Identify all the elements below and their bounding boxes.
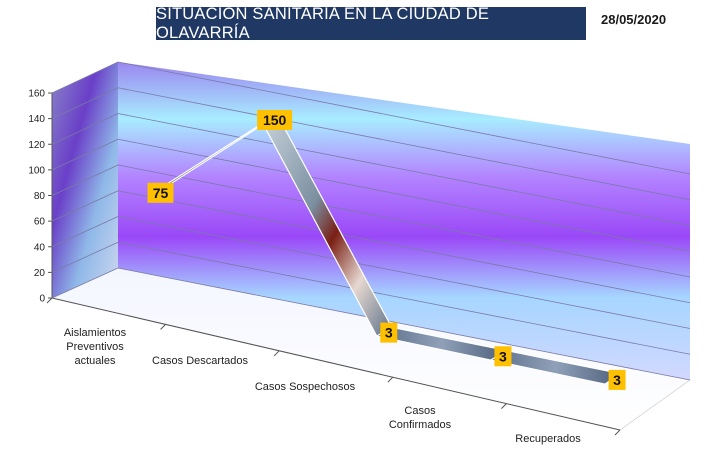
x-axis-ticks [46,297,621,436]
category-label: Aislamientos Preventivos actuales [64,327,127,367]
x-axis-line [51,297,621,431]
gridline [117,267,691,381]
x-tick-mark [614,429,621,436]
y-tick-label: 120 [28,140,45,151]
data-labels: 75 150 3 3 3 [147,109,626,390]
gridline-side [51,138,119,171]
data-label: 3 [385,325,393,341]
data-label-box [257,109,293,130]
series-ribbon [148,114,621,385]
category-label: Casos Confirmados [389,405,452,431]
y-axis-ticks: 0 20 40 60 80 100 120 140 160 [28,89,52,305]
category-label: Casos Sospechosos [255,381,356,393]
report-date: 28/05/2020 [601,12,667,27]
data-label: 3 [613,372,621,388]
x-tick-mark [46,297,53,304]
x-tick-mark [160,324,166,330]
y-tick-label: 80 [34,191,46,202]
y-tick-label: 160 [28,89,45,100]
gridline-side [51,61,119,94]
gridline-side [51,190,119,222]
gridline [117,113,691,226]
data-label-box [380,322,398,343]
category-labels: Aislamientos Preventivos actuales Casos Des… [64,327,581,445]
category-label: Recuperados [515,433,581,445]
gridline [117,241,691,355]
y-tick-label: 0 [39,294,45,305]
gridline-side [51,241,119,273]
gridline-side [51,216,119,248]
y-tick-label: 100 [28,165,45,176]
category-label: Casos Descartados [152,355,248,367]
chart-title: SITUACIÓN SANITARIA EN LA CIUDAD DE OLAV… [156,5,586,42]
y-tick-label: 20 [34,268,46,279]
gridline-side [51,87,119,119]
data-label-box [147,182,174,203]
gridline-side [51,267,119,299]
x-tick-mark [273,350,280,357]
x-tick-mark [501,403,507,409]
gridline [117,138,691,252]
gridline-side [51,113,119,145]
gridline [117,164,691,278]
data-label: 150 [263,112,287,128]
y-tick-label: 40 [34,242,46,253]
gridline-side [51,164,119,196]
x-tick-mark [387,376,394,383]
gridline [117,190,691,304]
gridline [117,87,691,201]
y-tick-label: 60 [34,217,46,228]
data-label-box [608,369,626,390]
gridlines [51,61,691,381]
y-tick-label: 140 [28,114,45,125]
gridline [117,61,691,175]
data-label-box [494,346,512,367]
data-label: 3 [499,348,507,364]
data-label: 75 [153,185,169,201]
gridline [117,216,691,329]
